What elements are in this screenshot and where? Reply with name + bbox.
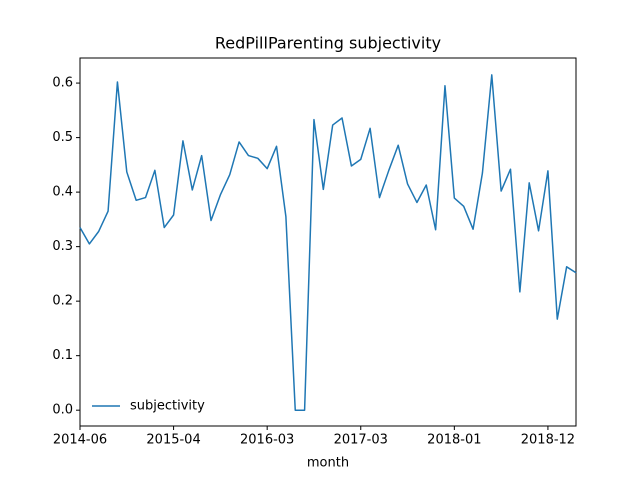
- y-tick-label: 0.2: [52, 294, 73, 309]
- x-tick-label: 2018-01: [427, 433, 481, 448]
- chart-title: RedPillParenting subjectivity: [215, 34, 441, 53]
- x-tick-label: 2016-03: [240, 433, 294, 448]
- x-tick-label: 2017-03: [334, 433, 388, 448]
- y-tick-label: 0.6: [52, 76, 73, 91]
- y-tick-label: 0.5: [52, 130, 73, 145]
- y-tick-label: 0.1: [52, 348, 73, 363]
- y-tick-label: 0.0: [52, 403, 73, 418]
- x-tick-label: 2018-12: [521, 433, 575, 448]
- legend-label: subjectivity: [130, 399, 205, 414]
- x-tick-label: 2014-06: [53, 433, 107, 448]
- y-tick-label: 0.4: [52, 185, 73, 200]
- data-line: [79, 74, 577, 411]
- x-tick-label: 2015-04: [146, 433, 200, 448]
- plot-area: [79, 57, 577, 427]
- x-axis-label: month: [307, 456, 349, 471]
- y-tick-label: 0.3: [52, 239, 73, 254]
